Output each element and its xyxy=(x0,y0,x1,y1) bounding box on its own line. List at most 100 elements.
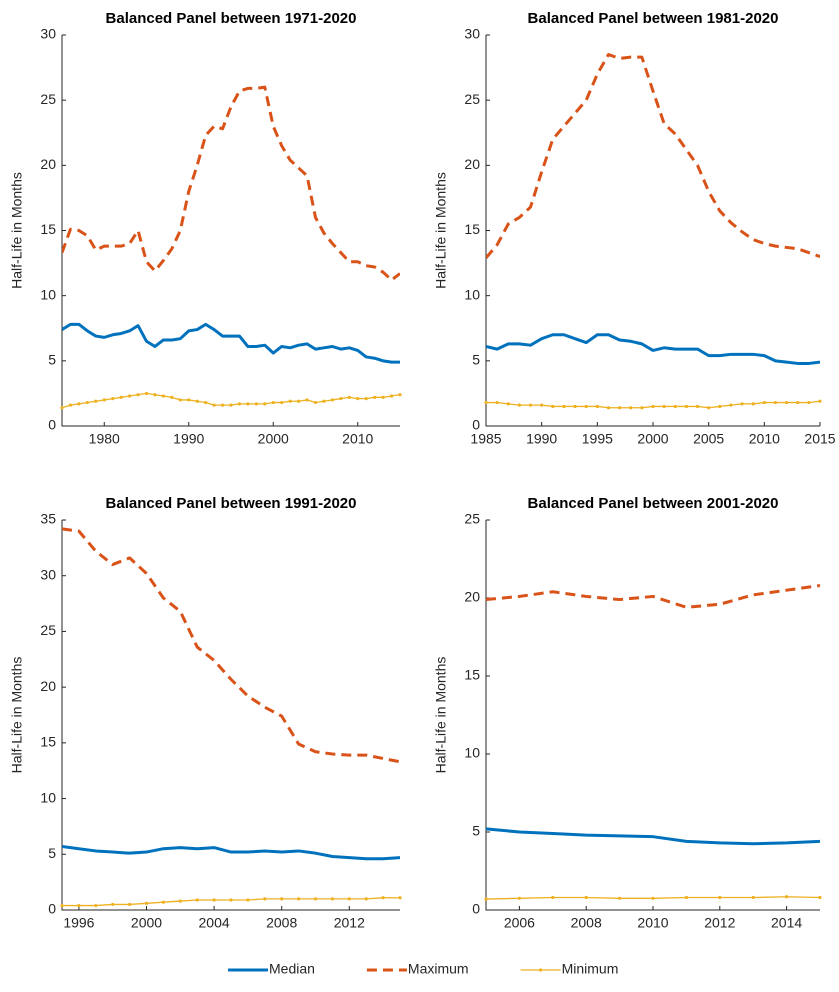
legend-label: Maximum xyxy=(408,961,469,977)
series-marker xyxy=(364,397,368,401)
subplot: Balanced Panel between 1981-2020 Half-Lif… xyxy=(433,10,836,447)
y-tick-label: 30 xyxy=(40,26,56,42)
series-marker xyxy=(684,895,689,900)
series-marker xyxy=(128,394,132,398)
x-tick-label: 2008 xyxy=(571,915,602,931)
x-tick-label: 1990 xyxy=(173,431,204,447)
x-tick-label: 2014 xyxy=(771,915,802,931)
series-marker xyxy=(305,398,309,402)
x-tick-label: 2010 xyxy=(342,431,373,447)
series-marker xyxy=(212,898,216,902)
x-tick-label: 2000 xyxy=(637,431,668,447)
y-tick-label: 5 xyxy=(472,823,480,839)
series-marker xyxy=(195,399,199,403)
y-tick-label: 30 xyxy=(40,566,56,582)
x-tick-label: 2010 xyxy=(749,431,780,447)
subplot: Balanced Panel between 2001-2020 Half-Lif… xyxy=(433,495,822,931)
series-marker xyxy=(128,902,132,907)
x-tick-label: 2012 xyxy=(704,915,735,931)
series-line xyxy=(486,333,820,365)
y-tick-label: 25 xyxy=(40,622,56,638)
series-marker xyxy=(68,403,73,407)
x-tick-label: 2010 xyxy=(637,915,668,931)
x-tick-label: 1996 xyxy=(63,915,94,931)
x-tick-label: 2015 xyxy=(804,431,835,447)
y-tick-label: 0 xyxy=(472,417,480,433)
series-marker xyxy=(684,404,689,409)
x-tick-label: 2000 xyxy=(131,915,162,931)
series-marker xyxy=(94,399,98,403)
y-axis-label: Half-Life in Months xyxy=(433,172,449,289)
series-marker xyxy=(506,402,510,406)
y-tick-label: 10 xyxy=(40,286,56,302)
series-marker xyxy=(356,397,360,401)
axis-line xyxy=(485,35,820,427)
series-marker xyxy=(111,397,115,401)
series-marker xyxy=(785,895,789,899)
series-marker xyxy=(740,402,744,406)
series-marker xyxy=(297,897,301,901)
y-tick-label: 25 xyxy=(464,91,480,107)
series-marker xyxy=(517,403,522,407)
series-marker xyxy=(153,393,157,397)
series-marker xyxy=(339,397,343,401)
series-marker xyxy=(322,399,326,403)
x-tick-label: 2005 xyxy=(693,431,724,447)
series-marker xyxy=(204,400,208,405)
series-marker xyxy=(818,399,822,403)
x-tick-label: 2008 xyxy=(266,915,297,931)
y-tick-label: 15 xyxy=(464,221,480,237)
series-marker xyxy=(347,395,351,399)
series-marker xyxy=(651,404,655,409)
x-tick-label: 1995 xyxy=(582,431,613,447)
series-marker xyxy=(313,400,318,405)
x-tick-label: 1990 xyxy=(526,431,557,447)
series-marker xyxy=(246,898,250,902)
series-marker xyxy=(280,400,284,405)
y-axis-label: Half-Life in Months xyxy=(9,172,25,289)
series-marker xyxy=(707,406,711,410)
y-tick-label: 10 xyxy=(464,745,480,761)
series-marker xyxy=(651,896,655,900)
series-marker xyxy=(263,402,267,406)
series-marker xyxy=(170,395,174,399)
series-marker xyxy=(562,404,566,409)
y-tick-label: 5 xyxy=(48,845,56,861)
series-marker xyxy=(237,402,242,406)
series-marker xyxy=(796,400,800,405)
y-tick-label: 35 xyxy=(40,511,56,527)
series-marker xyxy=(762,400,766,405)
series-marker xyxy=(718,404,722,409)
y-tick-label: 0 xyxy=(472,901,480,917)
series-marker xyxy=(729,403,733,407)
series-marker xyxy=(297,399,301,403)
y-tick-label: 0 xyxy=(48,417,56,433)
series-marker xyxy=(212,403,216,407)
x-tick-label: 2004 xyxy=(199,915,230,931)
series-marker xyxy=(102,398,106,402)
series-marker xyxy=(381,395,385,399)
series-marker xyxy=(517,896,522,900)
series-marker xyxy=(718,895,722,900)
series-marker xyxy=(398,393,402,397)
y-tick-label: 25 xyxy=(464,511,480,527)
series-marker xyxy=(818,895,822,900)
series-marker xyxy=(618,896,622,900)
y-axis-label: Half-Life in Months xyxy=(9,657,25,774)
series-marker xyxy=(695,404,700,409)
series-marker xyxy=(495,400,499,405)
y-tick-label: 15 xyxy=(40,221,56,237)
y-tick-label: 15 xyxy=(40,734,56,750)
series-marker xyxy=(178,899,182,903)
subplot: Balanced Panel between 1991-2020 Half-Lif… xyxy=(9,495,402,931)
axis-line xyxy=(485,520,820,911)
x-tick-label: 2000 xyxy=(258,431,289,447)
y-tick-label: 10 xyxy=(464,286,480,302)
series-marker xyxy=(330,897,334,901)
legend: Median Maximum Minimum xyxy=(228,961,618,977)
series-line xyxy=(62,322,400,364)
series-marker xyxy=(246,402,250,406)
series-marker xyxy=(136,393,140,397)
series-marker xyxy=(77,402,81,406)
axis-line xyxy=(61,35,400,427)
